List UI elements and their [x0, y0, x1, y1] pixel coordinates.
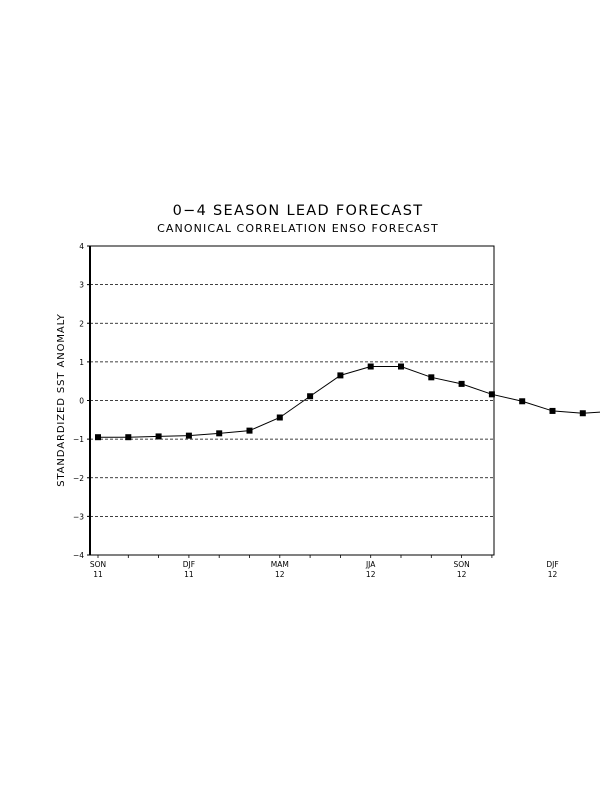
observed-point: [579, 410, 586, 417]
x-tick-label-season: SON: [90, 560, 106, 569]
observed-point: [246, 427, 253, 434]
observed-point: [307, 393, 314, 400]
observed-point: [367, 363, 374, 370]
y-axis-label: STANDARDIZED SST ANOMALY: [56, 313, 67, 487]
observed-point: [488, 391, 495, 398]
plot-area: −4−3−2−101234SON11DJF11MAM12JJA12SON12DJ…: [73, 242, 600, 579]
x-tick-label-season: DJF: [183, 560, 195, 569]
x-tick-label-season: JJA: [365, 560, 376, 569]
x-tick-label-season: DJF: [546, 560, 558, 569]
observed-point: [519, 398, 526, 405]
x-tick-label-year: 12: [275, 570, 285, 579]
observed-point: [549, 407, 556, 414]
observed-point: [185, 432, 192, 439]
y-tick-label: 0: [79, 397, 84, 406]
observed-point: [398, 363, 404, 370]
y-tick-label: −4: [73, 551, 84, 560]
observed-point: [155, 433, 162, 440]
chart-subtitle: CANONICAL CORRELATION ENSO FORECAST: [157, 222, 439, 235]
observed-point: [276, 414, 283, 421]
x-tick-label-year: 11: [93, 570, 103, 579]
x-tick-label-year: 12: [366, 570, 376, 579]
observed-point: [216, 430, 223, 437]
observed-point: [95, 434, 101, 441]
x-tick-label-season: MAM: [271, 560, 289, 569]
y-tick-label: −2: [73, 474, 84, 483]
observed-point: [125, 434, 132, 441]
y-tick-label: −1: [73, 435, 84, 444]
y-tick-label: 2: [79, 319, 84, 328]
y-tick-label: −3: [73, 512, 84, 521]
chart-title: 0−4 SEASON LEAD FORECAST: [173, 203, 424, 219]
x-tick-label-year: 12: [457, 570, 467, 579]
y-tick-label: 4: [79, 242, 84, 251]
y-tick-label: 3: [79, 281, 84, 290]
observed-point: [337, 372, 344, 379]
observed-point: [428, 374, 435, 381]
x-tick-label-year: 11: [184, 570, 194, 579]
y-tick-label: 1: [79, 358, 84, 367]
x-tick-label-year: 12: [548, 570, 558, 579]
x-tick-label-season: SON: [453, 560, 469, 569]
observed-point: [458, 380, 465, 387]
observed-series-line: [98, 366, 600, 438]
